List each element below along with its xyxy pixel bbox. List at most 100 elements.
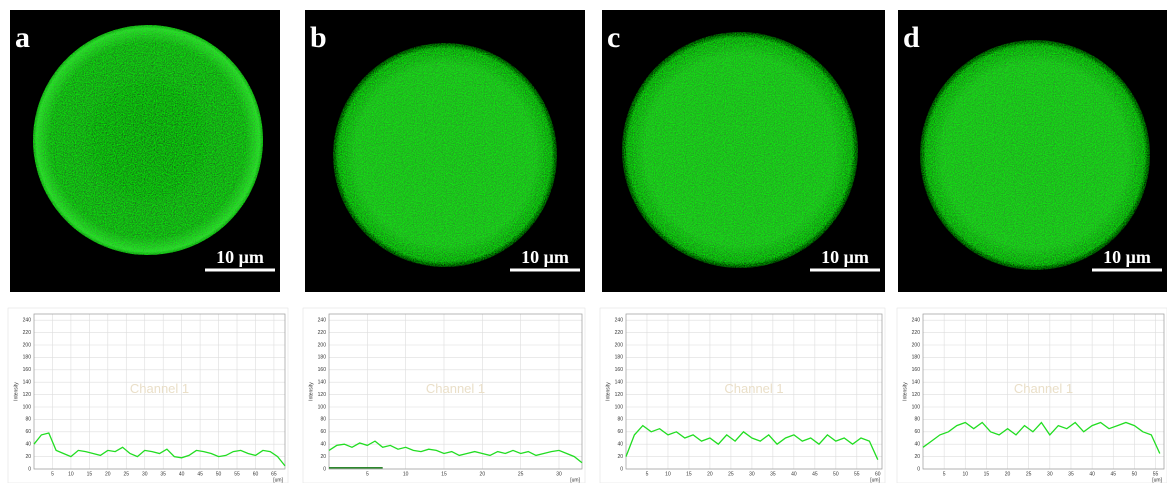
scale-bar-label: 10 μm — [521, 247, 569, 267]
panel-label: a — [15, 21, 30, 54]
watermark: Channel 1 — [130, 381, 189, 396]
x-tick-label: 65 — [271, 471, 277, 477]
watermark: Channel 1 — [1014, 381, 1073, 396]
x-tick-label: 5 — [51, 471, 54, 477]
x-tick-label: 30 — [142, 471, 148, 477]
plot-frame-bg — [896, 307, 1167, 484]
y-tick-label: 200 — [615, 342, 624, 348]
y-tick-label: 80 — [25, 417, 31, 423]
y-tick-label: 240 — [912, 318, 921, 324]
y-tick-label: 200 — [23, 342, 32, 348]
y-tick-label: 80 — [617, 417, 623, 423]
y-tick-label: 20 — [617, 454, 623, 460]
x-tick-label: 60 — [875, 471, 881, 477]
y-tick-label: 40 — [25, 442, 31, 448]
intensity-line — [328, 440, 583, 464]
plot-area — [625, 313, 883, 470]
cell-sphere — [333, 43, 557, 267]
y-tick-label: 220 — [912, 330, 921, 336]
x-tick-label: 10 — [962, 471, 968, 477]
y-tick-label: 180 — [318, 355, 327, 361]
y-tick-label: 20 — [320, 454, 326, 460]
x-tick-label: 15 — [984, 471, 990, 477]
y-tick-label: 160 — [912, 367, 921, 373]
y-tick-label: 80 — [320, 417, 326, 423]
y-tick-label: 240 — [318, 318, 327, 324]
y-tick-label: 160 — [615, 367, 624, 373]
plot-area — [33, 313, 286, 470]
panel-label: b — [310, 21, 327, 54]
y-tick-label: 160 — [318, 367, 327, 373]
y-tick-label: 20 — [25, 454, 31, 460]
scale-bar-label: 10 μm — [216, 247, 264, 267]
x-unit: [um] — [1152, 477, 1162, 483]
y-tick-label: 140 — [912, 380, 921, 386]
x-tick-label: 40 — [791, 471, 797, 477]
y-tick-label: 20 — [914, 454, 920, 460]
y-tick-label: 60 — [320, 429, 326, 435]
x-tick-label: 55 — [854, 471, 860, 477]
x-tick-label: 50 — [1132, 471, 1138, 477]
y-tick-label: 140 — [615, 380, 624, 386]
x-tick-label: 10 — [68, 471, 74, 477]
x-tick-label: 30 — [556, 471, 562, 477]
y-tick-label: 220 — [615, 330, 624, 336]
x-tick-label: 5 — [943, 471, 946, 477]
y-tick-label: 60 — [617, 429, 623, 435]
x-tick-label: 15 — [441, 471, 447, 477]
x-tick-label: 20 — [480, 471, 486, 477]
panel-label: c — [607, 21, 620, 54]
y-tick-label: 220 — [318, 330, 327, 336]
x-tick-label: 25 — [728, 471, 734, 477]
x-tick-label: 30 — [749, 471, 755, 477]
y-tick-label: 240 — [23, 318, 32, 324]
x-tick-label: 35 — [160, 471, 166, 477]
x-tick-label: 55 — [1153, 471, 1159, 477]
intensity-line — [922, 421, 1161, 454]
y-tick-label: 140 — [23, 380, 32, 386]
x-tick-label: 25 — [1026, 471, 1032, 477]
x-tick-label: 15 — [87, 471, 93, 477]
plot-frame-bg — [7, 307, 289, 484]
x-unit: [um] — [870, 477, 880, 483]
y-tick-label: 80 — [914, 417, 920, 423]
plot-frame-bg — [599, 307, 886, 484]
y-tick-label: 180 — [912, 355, 921, 361]
x-tick-label: 60 — [253, 471, 259, 477]
intensity-line — [33, 432, 286, 467]
x-tick-label: 5 — [646, 471, 649, 477]
y-tick-label: 0 — [620, 466, 623, 472]
y-tick-label: 200 — [318, 342, 327, 348]
x-tick-label: 45 — [1110, 471, 1116, 477]
x-tick-label: 30 — [1047, 471, 1053, 477]
y-tick-label: 40 — [914, 442, 920, 448]
intensity-line — [625, 424, 879, 460]
y-tick-label: 180 — [23, 355, 32, 361]
panel-label: d — [903, 21, 920, 54]
plot-area — [328, 313, 583, 470]
y-tick-label: 60 — [914, 429, 920, 435]
y-tick-label: 120 — [318, 392, 327, 398]
x-tick-label: 45 — [197, 471, 203, 477]
y-tick-label: 0 — [323, 466, 326, 472]
x-unit: [um] — [570, 477, 580, 483]
y-tick-label: 140 — [318, 380, 327, 386]
x-tick-label: 20 — [105, 471, 111, 477]
y-tick-label: 40 — [617, 442, 623, 448]
y-tick-label: 100 — [912, 404, 921, 410]
y-tick-label: 0 — [917, 466, 920, 472]
x-tick-label: 55 — [234, 471, 240, 477]
y-tick-label: 120 — [23, 392, 32, 398]
y-tick-label: 200 — [912, 342, 921, 348]
y-tick-label: 160 — [23, 367, 32, 373]
y-tick-label: 60 — [25, 429, 31, 435]
watermark: Channel 1 — [426, 381, 485, 396]
x-tick-label: 25 — [518, 471, 524, 477]
x-unit: [um] — [273, 477, 283, 483]
x-tick-label: 20 — [1005, 471, 1011, 477]
y-axis-label: Intensity — [605, 382, 611, 401]
x-tick-label: 25 — [123, 471, 129, 477]
cell-sphere — [920, 40, 1150, 270]
watermark: Channel 1 — [724, 381, 783, 396]
